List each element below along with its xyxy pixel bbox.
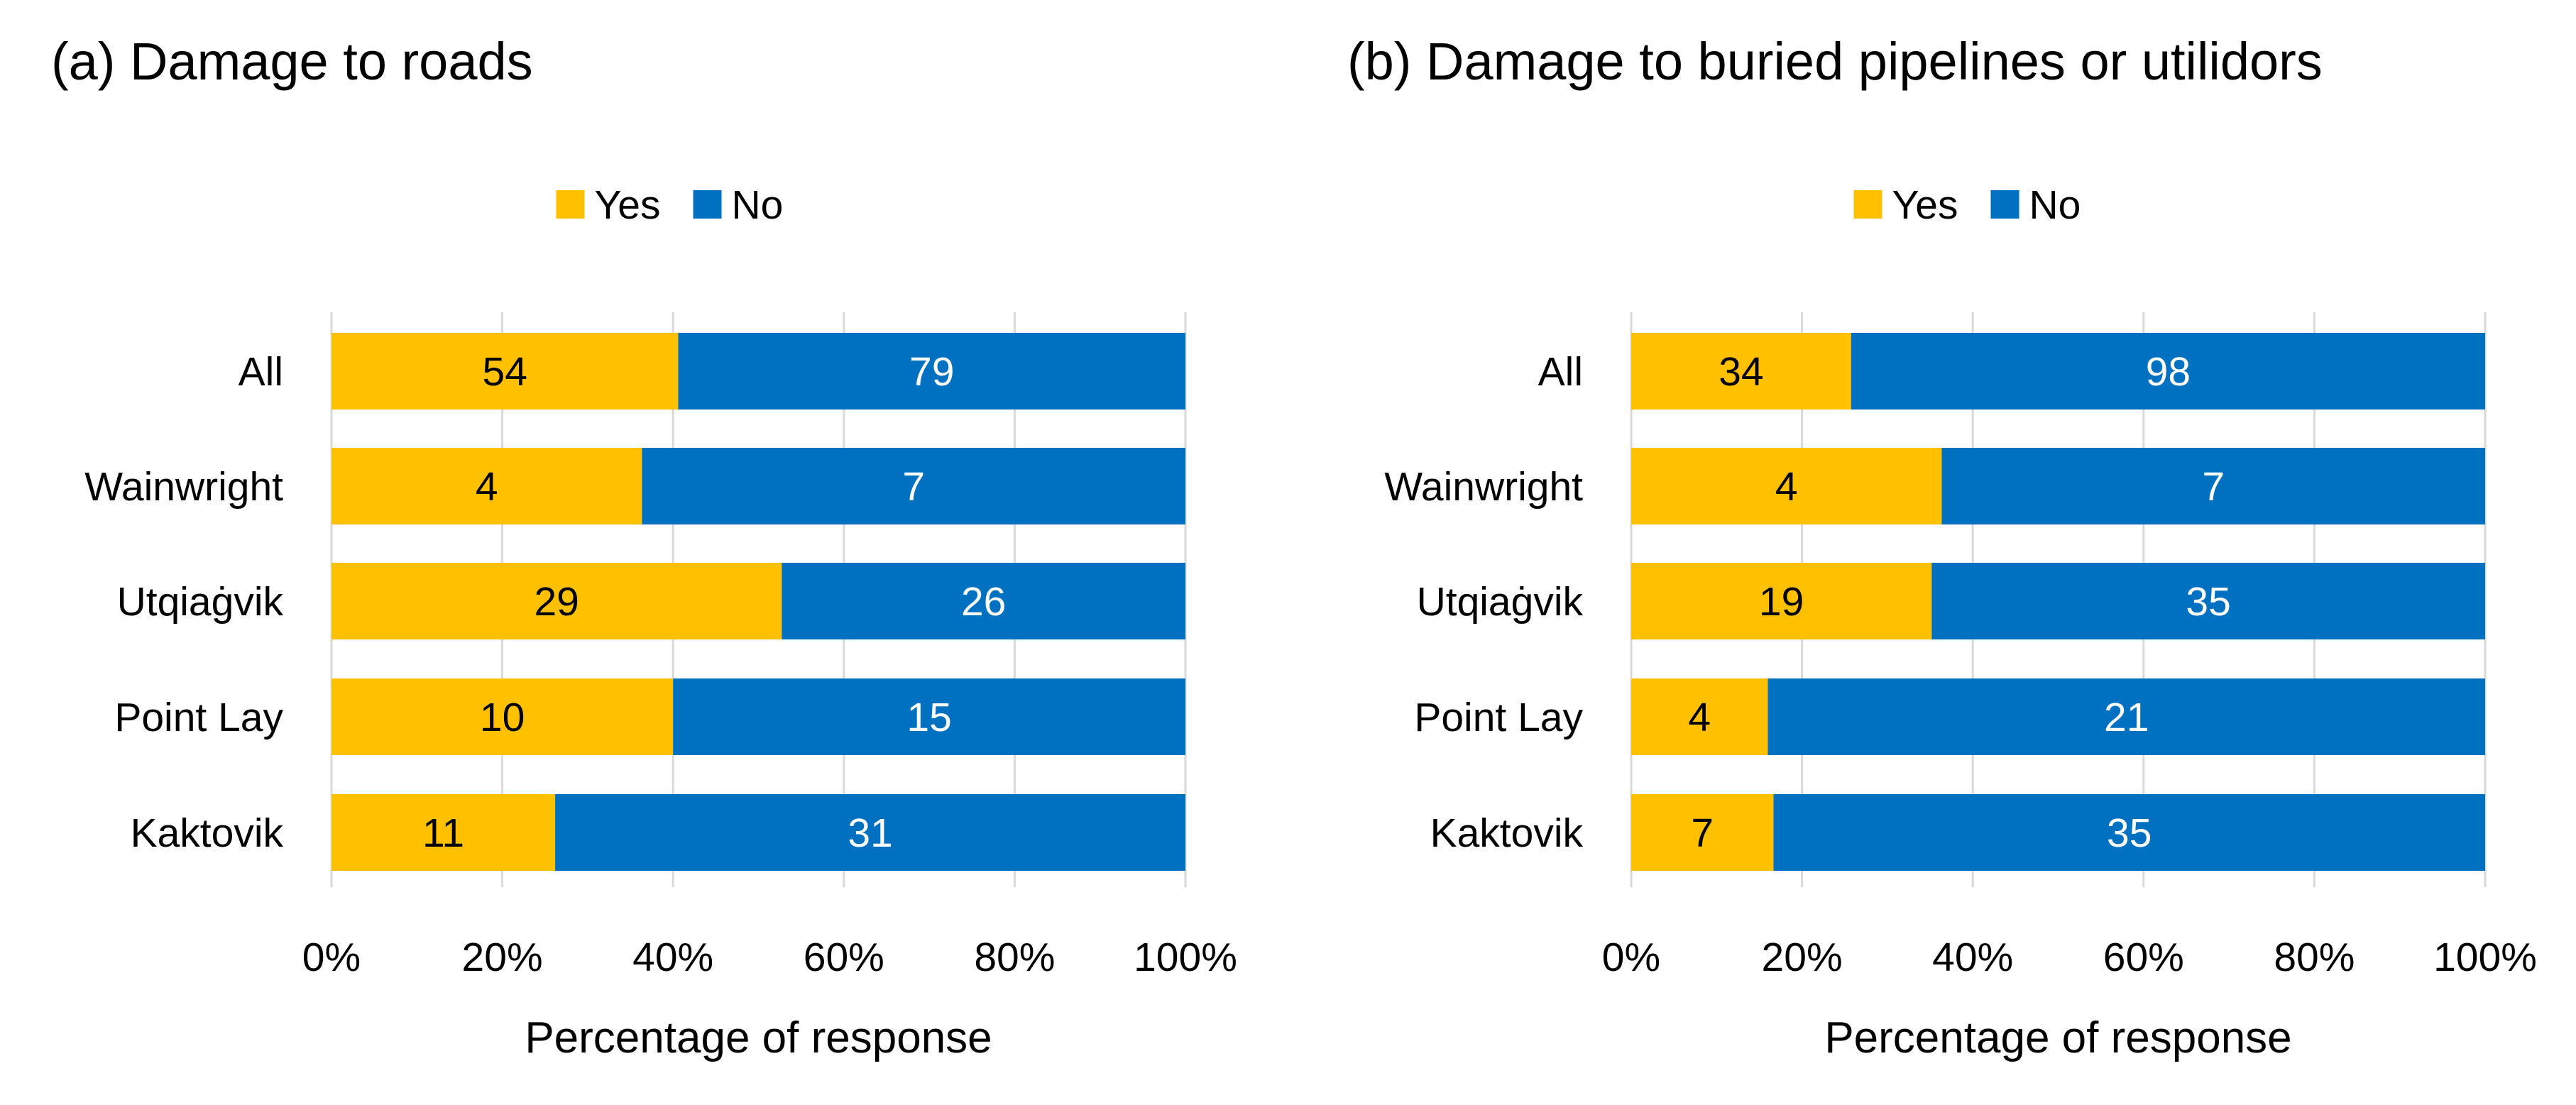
category-label: Wainwright: [1384, 464, 1583, 510]
data-label-yes: 29: [534, 579, 579, 625]
bar-no: [678, 333, 1185, 409]
bar-yes: [1631, 448, 1942, 524]
bar-no: [555, 794, 1185, 871]
x-tick-label: 80%: [974, 935, 1055, 980]
data-label-yes: 54: [483, 349, 527, 395]
legend-swatch-yes: [556, 190, 585, 219]
category-label: Kaktovik: [131, 810, 284, 856]
bar-yes: [1631, 563, 1932, 639]
x-tick-label: 80%: [2274, 935, 2355, 980]
category-label: Utqiaġvik: [117, 579, 284, 625]
x-tick-label: 60%: [804, 935, 884, 980]
data-label-no: 21: [2104, 695, 2149, 740]
legend-swatch-no: [693, 190, 722, 219]
data-label-yes: 4: [1688, 695, 1711, 740]
legend-label-yes: Yes: [1892, 182, 1958, 228]
x-tick-label: 100%: [1134, 935, 1237, 980]
bar-yes: [1631, 678, 1768, 755]
data-label-no: 31: [848, 810, 892, 856]
category-label: Utqiaġvik: [1417, 579, 1584, 625]
bar-yes: [331, 794, 556, 871]
category-label: All: [239, 349, 283, 395]
category-label: Kaktovik: [1430, 810, 1584, 856]
data-label-no: 98: [2146, 349, 2191, 395]
bar-no: [1941, 448, 2485, 524]
x-axis-title: Percentage of response: [525, 1013, 992, 1062]
x-tick-label: 20%: [1762, 935, 1843, 980]
data-label-yes: 4: [476, 464, 498, 510]
category-label: Wainwright: [84, 464, 283, 510]
bar-yes: [331, 448, 642, 524]
x-tick-label: 0%: [302, 935, 361, 980]
bar-yes: [1631, 794, 1774, 871]
x-tick-label: 20%: [462, 935, 543, 980]
x-tick-label: 40%: [632, 935, 713, 980]
data-label-yes: 7: [1691, 810, 1714, 856]
data-label-no: 35: [2186, 579, 2230, 625]
data-label-yes: 34: [1719, 349, 1763, 395]
bar-no: [1931, 563, 2485, 639]
bar-no: [673, 678, 1185, 755]
data-label-no: 26: [961, 579, 1006, 625]
data-label-no: 35: [2107, 810, 2152, 856]
panel-b: (b) Damage to buried pipelines or utilid…: [1347, 32, 2537, 1062]
bar-no: [1773, 794, 2485, 871]
bar-yes: [331, 333, 679, 409]
category-label: All: [1538, 349, 1583, 395]
legend-label-no: No: [732, 182, 784, 228]
bar-no: [1767, 678, 2485, 755]
legend-swatch-yes: [1853, 190, 1882, 219]
bar-yes: [331, 678, 674, 755]
x-tick-label: 40%: [1932, 935, 2013, 980]
bar-no: [642, 448, 1185, 524]
bar-yes: [331, 563, 782, 639]
x-tick-label: 0%: [1602, 935, 1660, 980]
data-label-no: 79: [909, 349, 954, 395]
chart-title: (a) Damage to roads: [51, 32, 533, 91]
chart-title: (b) Damage to buried pipelines or utilid…: [1347, 32, 2323, 91]
category-label: Point Lay: [1414, 695, 1583, 740]
data-label-no: 7: [2202, 464, 2225, 510]
bar-yes: [1631, 333, 1851, 409]
legend-swatch-no: [1990, 190, 2019, 219]
bar-no: [1851, 333, 2485, 409]
panel-a: (a) Damage to roads 0% 20% 40% 60% 80% 100% Per…: [51, 32, 1237, 1062]
legend-label-yes: Yes: [595, 182, 661, 228]
x-tick-label: 100%: [2433, 935, 2537, 980]
data-label-yes: 11: [422, 810, 464, 856]
category-label: Point Lay: [114, 695, 283, 740]
data-label-yes: 19: [1759, 579, 1804, 625]
legend-label-no: No: [2029, 182, 2081, 228]
data-label-yes: 4: [1775, 464, 1798, 510]
x-axis-title: Percentage of response: [1824, 1013, 2291, 1062]
bar-no: [782, 563, 1185, 639]
data-label-no: 7: [902, 464, 925, 510]
x-tick-label: 60%: [2103, 935, 2184, 980]
data-label-yes: 10: [480, 695, 525, 740]
data-label-no: 15: [906, 695, 951, 740]
